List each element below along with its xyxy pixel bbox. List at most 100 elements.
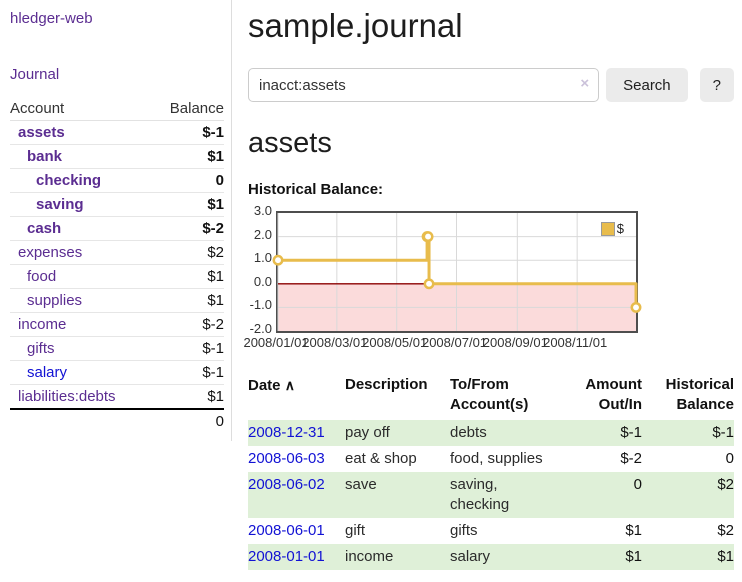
account-row: bank $1 [10,144,224,169]
sidebar: hledger-web Journal Account Balance asse… [0,0,232,441]
accounts-header-row: Account Balance [10,98,224,121]
account-link[interactable]: supplies [27,292,83,309]
register-table: Date ∧ Description To/From Account(s) Am… [248,372,734,570]
x-axis-tick-label: 2008/01/01 [243,335,309,350]
account-row: expenses $2 [10,240,224,265]
account-row: saving $1 [10,192,224,217]
account-balance: $1 [151,264,224,289]
account-balance: $1 [151,288,224,313]
search-bar: × Search ? [248,68,734,102]
register-row: 2008-01-01 income salary $1 $1 [248,544,734,570]
x-axis-tick-label: 2008/07/01 [421,335,488,350]
account-balance: $1 [151,192,224,217]
account-balance: $-1 [151,120,224,145]
balance-chart: $ 3.0 2.0 1.0 0.0 -1.0 -2.0 2008/01/01 2008/03… [243,204,734,355]
account-link[interactable]: checking [36,172,102,189]
transaction-description: pay off [345,424,390,441]
account-row: income $-2 [10,312,224,337]
register-row: 2008-06-03 eat & shop food, supplies $-2… [248,446,734,472]
transaction-date-link[interactable]: 2008-06-03 [248,450,325,467]
transaction-date-link[interactable]: 2008-06-01 [248,522,325,539]
register-header-description: Description [345,376,428,393]
account-link[interactable]: income [18,316,67,333]
search-input[interactable] [248,68,600,102]
sidebar-nav: Journal [10,66,224,83]
transaction-accounts: saving, checking [450,476,510,513]
brand-link[interactable]: hledger-web [10,10,93,27]
main-content: sample.journal × Search ? assets Histori… [243,0,734,570]
account-link[interactable]: liabilities:debts [18,388,116,405]
accounts-total-value: 0 [151,408,224,433]
account-row: cash $-2 [10,216,224,241]
chart-legend: $ [600,221,624,236]
register-row: 2008-06-01 gift gifts $1 $2 [248,518,734,544]
account-balance: $-2 [151,312,224,337]
transaction-description: income [345,548,394,565]
app-brand: hledger-web [10,10,224,27]
transaction-date-link[interactable]: 2008-12-31 [248,424,325,441]
clear-search-icon[interactable]: × [580,75,590,92]
transaction-balance: $2 [717,476,734,493]
x-axis-tick-label: 2008/09/01 [482,335,548,350]
account-row: checking 0 [10,168,224,193]
transaction-accounts: gifts [450,522,478,539]
chart-title: Historical Balance: [248,181,384,198]
chart-plot-area: $ [272,211,642,333]
transaction-amount: 0 [633,476,642,493]
transaction-date-link[interactable]: 2008-06-02 [248,476,325,493]
transaction-amount: $1 [625,522,642,539]
y-axis-tick-label: 1.0 [253,250,272,266]
page-title: sample.journal [248,7,463,44]
search-button[interactable]: Search [606,68,688,102]
x-axis-tick-label: 2008/05/01 [362,335,428,350]
transaction-amount: $1 [625,548,642,565]
account-link[interactable]: bank [27,148,63,165]
account-link[interactable]: expenses [18,244,83,261]
y-axis-tick-label: 2.0 [253,226,272,242]
accounts-total-spacer [10,408,152,433]
account-link[interactable]: assets [18,124,65,141]
accounts-total-row: 0 [10,408,224,433]
register-header-balance: Historical Balance [665,376,734,413]
transaction-balance: $2 [717,522,734,539]
accounts-header-account: Account [10,98,152,121]
accounts-header-balance: Balance [151,98,224,121]
account-balance: $2 [151,240,224,265]
register-header-amount: Amount Out/In [585,376,642,413]
y-axis-tick-label: -2.0 [249,321,272,336]
register-header-date[interactable]: Date ∧ [248,377,295,394]
account-link[interactable]: cash [27,220,62,237]
register-header-accounts: To/From Account(s) [450,376,529,413]
register-row: 2008-06-02 save saving, checking 0 $2 [248,472,734,518]
chart-canvas [272,213,642,331]
register-header-row: Date ∧ Description To/From Account(s) Am… [248,372,734,420]
account-balance: $-1 [151,336,224,361]
nav-journal-link[interactable]: Journal [10,66,60,83]
transaction-description: eat & shop [345,450,417,467]
account-balance: 0 [151,168,224,193]
account-balance: $1 [151,144,224,169]
account-balance: $1 [151,384,224,410]
x-axis-tick-label: 2008/03/01 [302,335,368,350]
transaction-date-link[interactable]: 2008-01-01 [248,548,325,565]
account-link[interactable]: gifts [27,340,55,357]
help-button[interactable]: ? [699,68,734,102]
account-row: salary $-1 [10,360,224,385]
legend-label: $ [616,221,624,236]
transaction-balance: $1 [717,548,734,565]
x-axis-tick-label: 2008/11/01 [543,335,608,350]
transaction-balance: 0 [725,450,734,467]
account-row: supplies $1 [10,288,224,313]
account-link[interactable]: salary [27,364,68,381]
transaction-accounts: debts [450,424,487,441]
account-row: assets $-1 [10,120,224,145]
account-heading: assets [248,127,332,159]
transaction-description: gift [345,522,366,539]
account-link[interactable]: saving [36,196,84,213]
y-axis-tick-label: 0.0 [253,273,272,289]
account-row: gifts $-1 [10,336,224,361]
account-row: liabilities:debts $1 [10,384,224,410]
account-link[interactable]: food [27,268,57,285]
account-row: food $1 [10,264,224,289]
y-axis-tick-label: -1.0 [249,297,272,313]
